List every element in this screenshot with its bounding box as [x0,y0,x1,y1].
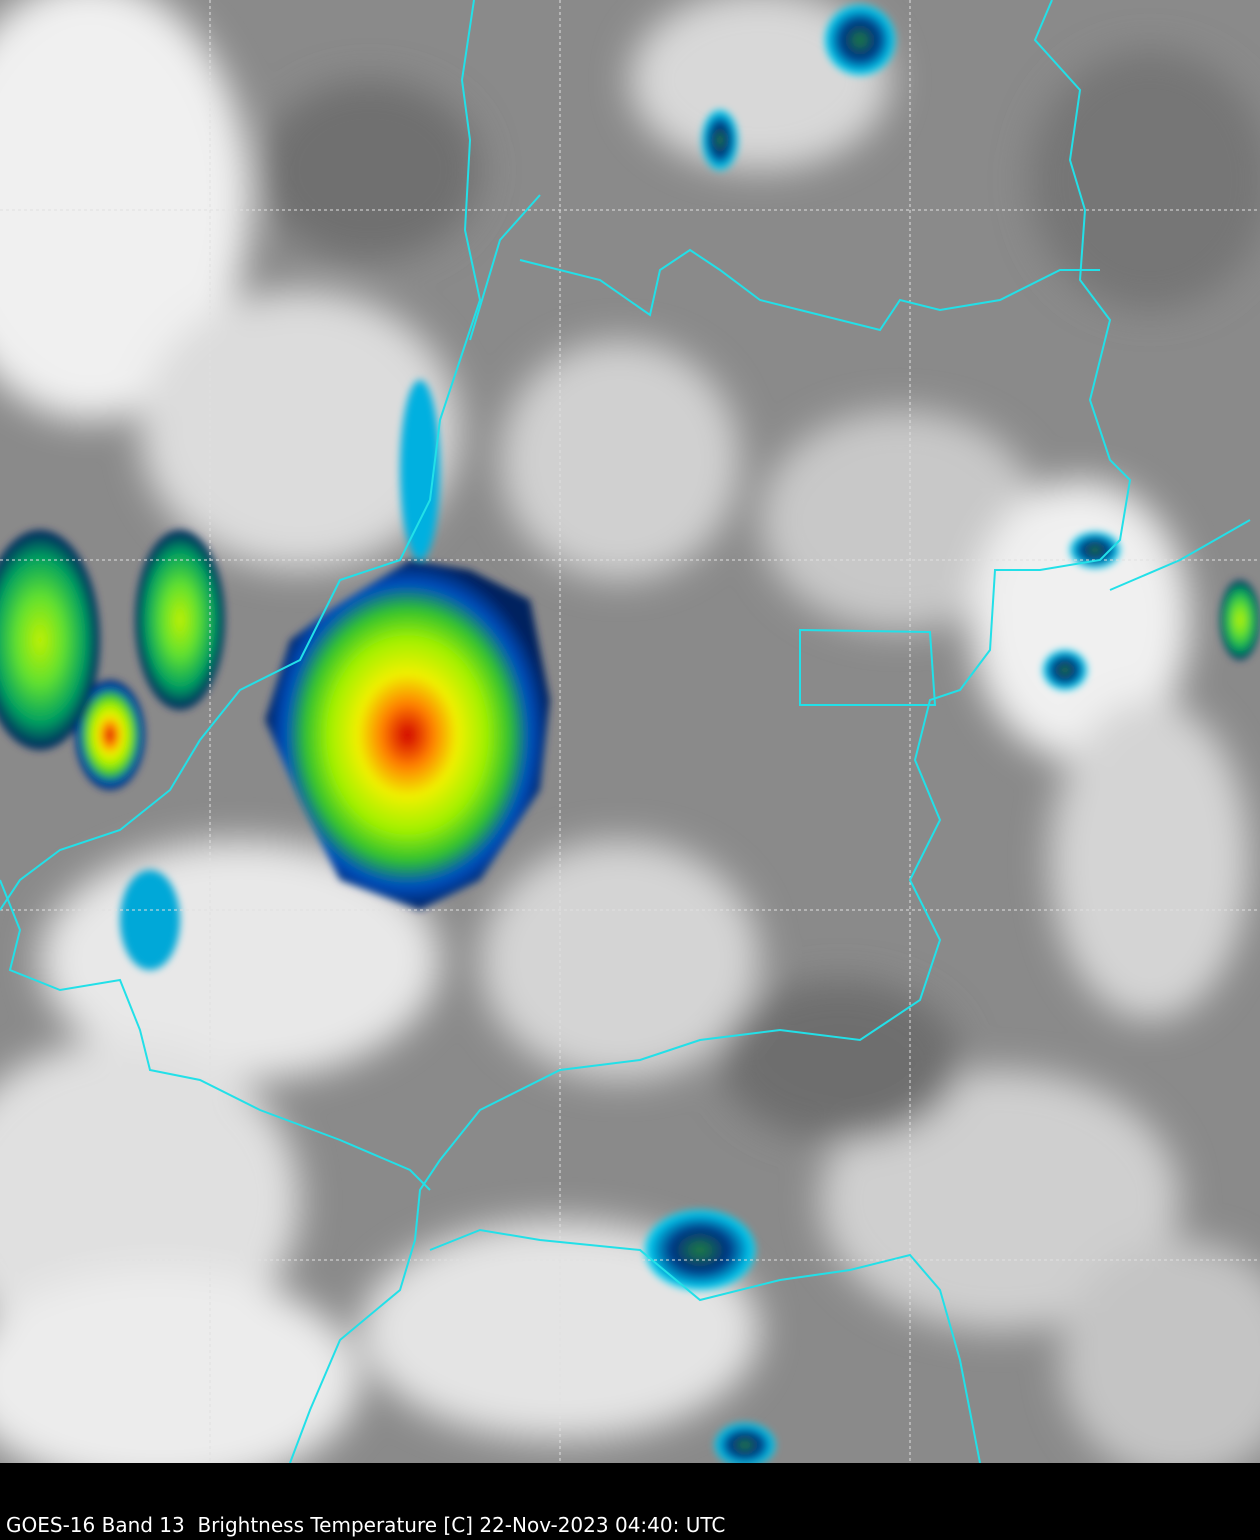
storm-cell-main [265,560,550,910]
storm-cell-west [135,530,225,710]
storm-cell-east2 [1043,650,1087,690]
storm-cell-southwest [120,870,180,970]
imagery-canvas [0,0,1260,1463]
storm-cell-bottom [715,1423,775,1463]
storm-cell-south [645,1210,755,1290]
storm-cell-north-small [702,110,738,170]
storm-cell-east [1070,532,1120,568]
political-borders [0,0,1251,1463]
storm-cell-west-core [75,680,145,790]
convective-cells [0,5,1260,1463]
cloud-field [0,0,1260,1463]
storm-cell-north [825,5,895,75]
satellite-imagery [0,0,1260,1463]
storm-cell-far-east [1220,580,1260,660]
storm-anvil [400,380,440,560]
storm-cell-edge [0,530,100,750]
image-caption: GOES-16 Band 13 Brightness Temperature [… [6,1513,726,1537]
lat-lon-grid [0,0,1260,1463]
